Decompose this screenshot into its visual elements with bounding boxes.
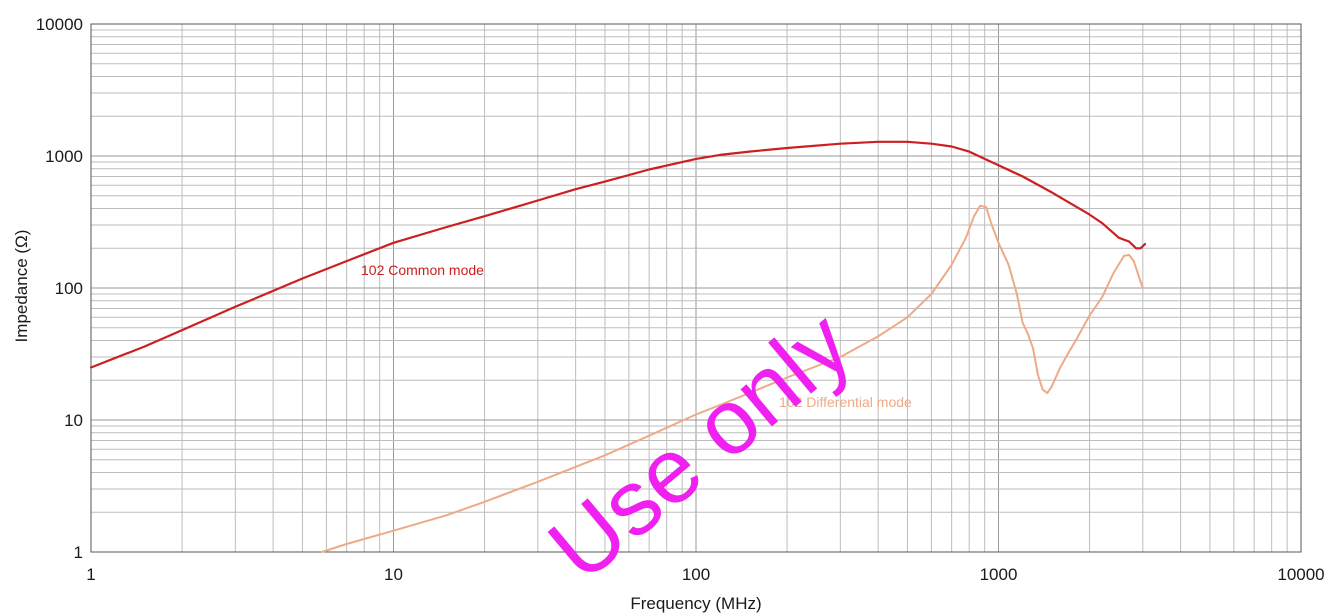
x-tick-label: 10000: [1277, 565, 1324, 584]
y-tick-label: 10000: [36, 15, 83, 34]
y-tick-label: 1: [74, 543, 83, 562]
series-layer: [89, 140, 1147, 553]
x-tick-label: 10: [384, 565, 403, 584]
series-line-common-mode: [89, 140, 1147, 369]
x-tick-label: 100: [682, 565, 710, 584]
x-axis-label: Frequency (MHz): [630, 594, 761, 613]
differential-mode-label: 102 Differential mode: [779, 394, 912, 410]
y-tick-label: 100: [55, 279, 83, 298]
y-axis-label: Impedance (Ω): [12, 230, 31, 343]
common-mode-label: 102 Common mode: [361, 262, 484, 278]
grid: [91, 24, 1301, 552]
y-tick-label: 1000: [45, 147, 83, 166]
series-line-differential-mode: [320, 204, 1144, 553]
x-tick-label: 1: [86, 565, 95, 584]
watermark: Use only: [530, 292, 870, 600]
x-tick-labels: 1 10 100 1000 10000: [86, 565, 1324, 584]
y-tick-label: 10: [64, 411, 83, 430]
y-tick-labels: 1 10 100 1000 10000: [36, 15, 83, 562]
x-tick-label: 1000: [980, 565, 1018, 584]
plot-frame: [90, 23, 1302, 553]
